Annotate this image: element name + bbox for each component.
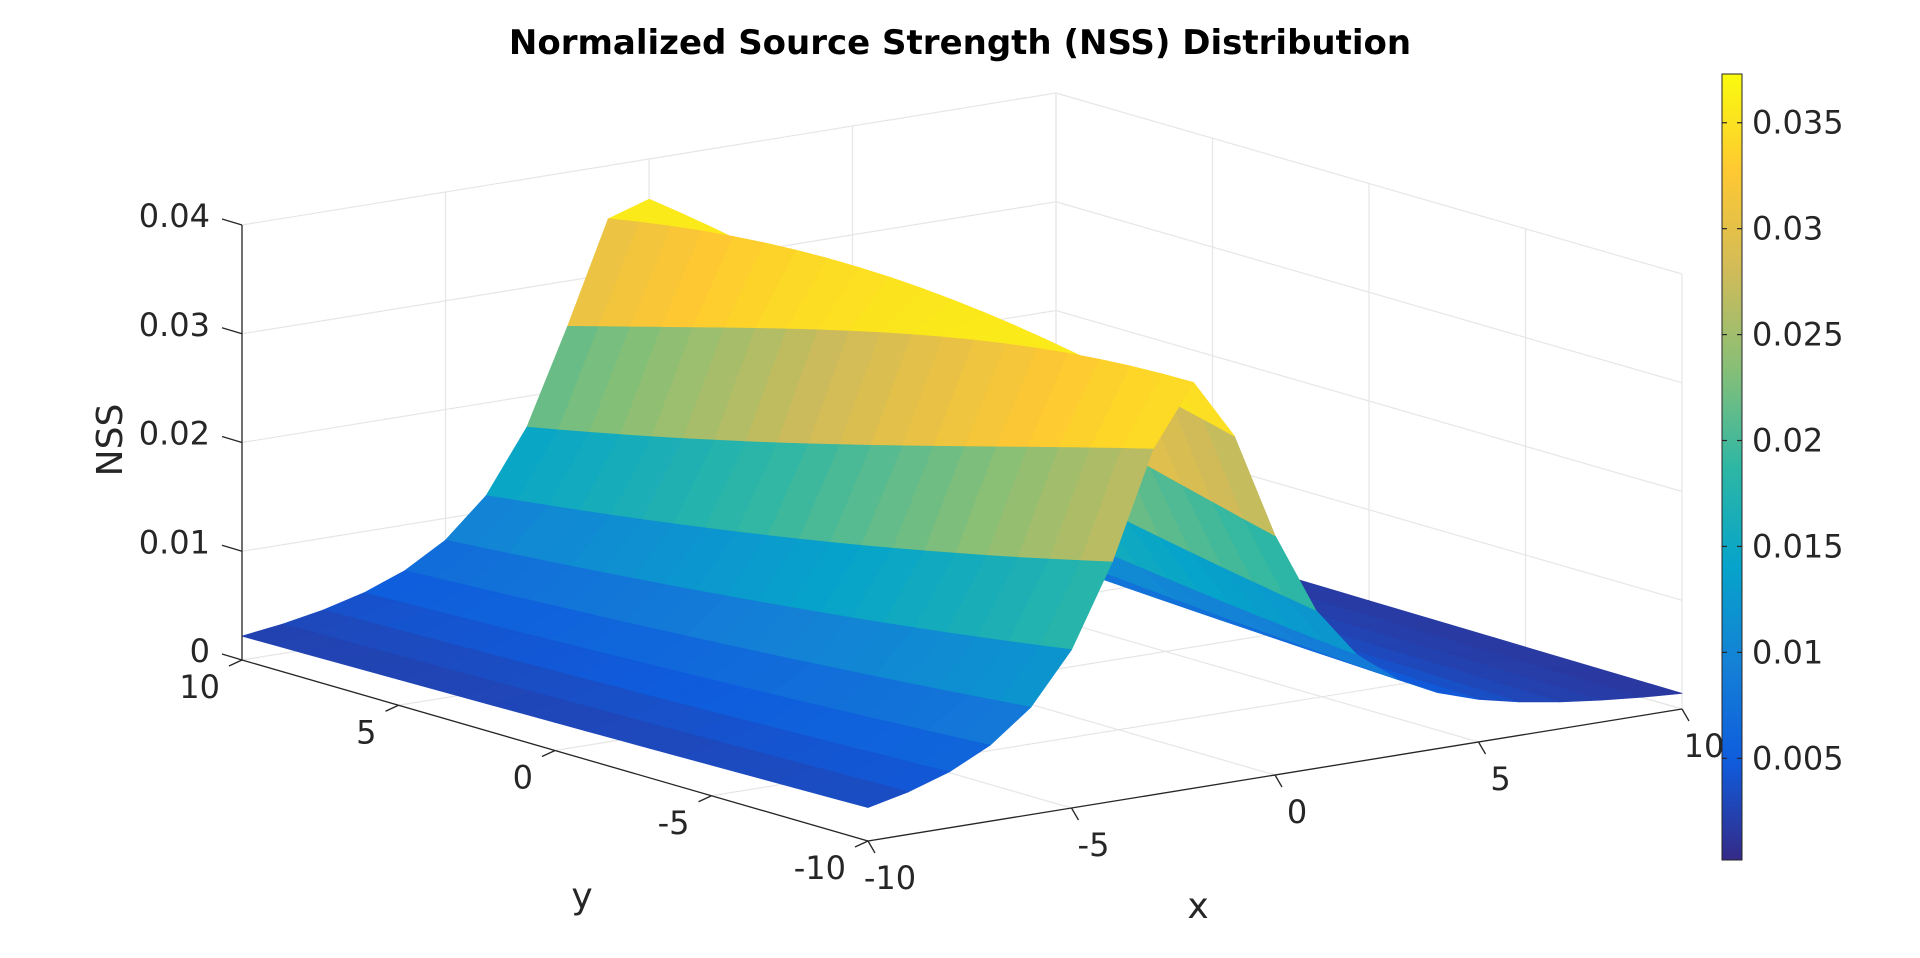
x-tick-label: -10 bbox=[864, 859, 916, 897]
x-axis-label: x bbox=[1187, 886, 1208, 927]
colorbar-tick-label: 0.015 bbox=[1752, 527, 1844, 565]
y-tick-mark bbox=[541, 749, 556, 758]
y-tick-label: -10 bbox=[794, 849, 846, 887]
y-tick-label: 5 bbox=[356, 713, 376, 751]
z-tick-label: 0.01 bbox=[139, 523, 210, 561]
y-tick-mark bbox=[385, 704, 399, 712]
z-tick-mark bbox=[221, 653, 243, 661]
x-tick-label: 0 bbox=[1287, 793, 1307, 831]
z-tick-label: 0.03 bbox=[139, 306, 210, 344]
z-tick-mark bbox=[221, 544, 243, 552]
y-tick-mark bbox=[228, 659, 243, 667]
chart-title: Normalized Source Strength (NSS) Distrib… bbox=[509, 23, 1411, 63]
z-tick-mark bbox=[221, 218, 243, 226]
x-tick-mark bbox=[1681, 708, 1690, 722]
surface-plot bbox=[241, 198, 1683, 808]
x-tick-label: 5 bbox=[1490, 760, 1510, 798]
grid-line-z bbox=[241, 309, 1683, 493]
z-tick-label: 0.04 bbox=[139, 197, 210, 235]
colorbar-tick-label: 0.02 bbox=[1752, 422, 1823, 460]
grid-line-z bbox=[241, 92, 1683, 275]
surface-patch bbox=[836, 783, 910, 808]
colorbar-ticks: 0.005 0.01 0.015 0.02 0.025 0.03 0.035 bbox=[1722, 104, 1844, 777]
z-tick-mark bbox=[221, 327, 243, 335]
z-tick-label: 0.02 bbox=[139, 415, 210, 453]
x-tick-label: 10 bbox=[1684, 727, 1725, 765]
z-tick-label: 0 bbox=[190, 632, 210, 670]
grid-line-z bbox=[241, 201, 1683, 384]
z-tick-mark bbox=[221, 435, 243, 444]
y-tick-mark bbox=[854, 840, 869, 848]
z-axis-label: NSS bbox=[90, 404, 131, 477]
y-tick-label: 0 bbox=[513, 759, 533, 797]
colorbar-tick-label: 0.035 bbox=[1752, 104, 1844, 142]
x-tick-label: -5 bbox=[1078, 826, 1110, 864]
y-tick-mark bbox=[698, 795, 712, 803]
colorbar-tick-label: 0.01 bbox=[1752, 633, 1823, 671]
x-tick-mark bbox=[1477, 741, 1487, 755]
y-tick-label: 10 bbox=[179, 668, 220, 706]
colorbar: 0.005 0.01 0.015 0.02 0.025 0.03 0.035 bbox=[1721, 73, 1844, 861]
x-tick-mark bbox=[1070, 807, 1080, 821]
x-tick-mark bbox=[1274, 774, 1283, 788]
x-tick-mark bbox=[867, 840, 876, 854]
colorbar-gradient bbox=[1721, 73, 1743, 861]
colorbar-tick-label: 0.025 bbox=[1752, 316, 1844, 354]
y-axis-label: y bbox=[571, 876, 592, 917]
y-tick-label: -5 bbox=[658, 804, 690, 842]
colorbar-tick-label: 0.005 bbox=[1752, 739, 1844, 777]
colorbar-tick-label: 0.03 bbox=[1752, 210, 1823, 248]
